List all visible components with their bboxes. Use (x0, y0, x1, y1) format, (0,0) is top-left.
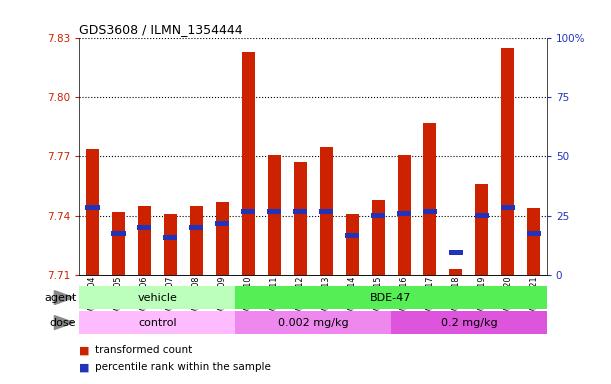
Bar (423, 123, 436, 275)
Bar (450, 269, 463, 275)
Bar (242, 52, 255, 275)
Bar (112, 212, 125, 275)
Bar (111, 231, 125, 236)
Bar (345, 233, 359, 238)
Text: percentile rank within the sample: percentile rank within the sample (95, 362, 271, 372)
Bar (371, 200, 384, 275)
Bar (527, 208, 540, 275)
Bar (138, 206, 151, 275)
Bar (235, 286, 547, 309)
Bar (320, 147, 332, 275)
Bar (215, 221, 229, 226)
Text: control: control (138, 318, 177, 328)
Bar (502, 48, 514, 275)
Bar (268, 154, 280, 275)
Bar (163, 235, 177, 240)
Polygon shape (54, 291, 74, 305)
Text: BDE-47: BDE-47 (370, 293, 412, 303)
Bar (267, 209, 281, 214)
Text: ■: ■ (79, 345, 90, 355)
Bar (86, 205, 100, 210)
Text: dose: dose (50, 318, 76, 328)
Bar (164, 214, 177, 275)
Bar (423, 209, 437, 214)
Text: 0.002 mg/kg: 0.002 mg/kg (278, 318, 348, 328)
Text: transformed count: transformed count (95, 345, 192, 355)
Bar (398, 154, 411, 275)
Bar (235, 311, 391, 334)
Bar (397, 211, 411, 216)
Bar (294, 162, 307, 275)
Text: 0.2 mg/kg: 0.2 mg/kg (441, 318, 497, 328)
Bar (346, 214, 359, 275)
Bar (79, 286, 235, 309)
Bar (501, 205, 515, 210)
Text: vehicle: vehicle (137, 293, 177, 303)
Bar (319, 209, 333, 214)
Bar (216, 202, 229, 275)
Bar (475, 213, 489, 218)
Bar (449, 250, 463, 255)
Bar (79, 311, 235, 334)
Text: GDS3608 / ILMN_1354444: GDS3608 / ILMN_1354444 (79, 23, 243, 36)
Bar (137, 225, 152, 230)
Bar (527, 231, 541, 236)
Bar (371, 213, 385, 218)
Bar (475, 184, 488, 275)
Bar (241, 209, 255, 214)
Text: agent: agent (44, 293, 76, 303)
Polygon shape (54, 316, 74, 329)
Text: ■: ■ (79, 362, 90, 372)
Bar (391, 311, 547, 334)
Bar (189, 225, 203, 230)
Bar (86, 149, 99, 275)
Bar (190, 206, 203, 275)
Bar (293, 209, 307, 214)
